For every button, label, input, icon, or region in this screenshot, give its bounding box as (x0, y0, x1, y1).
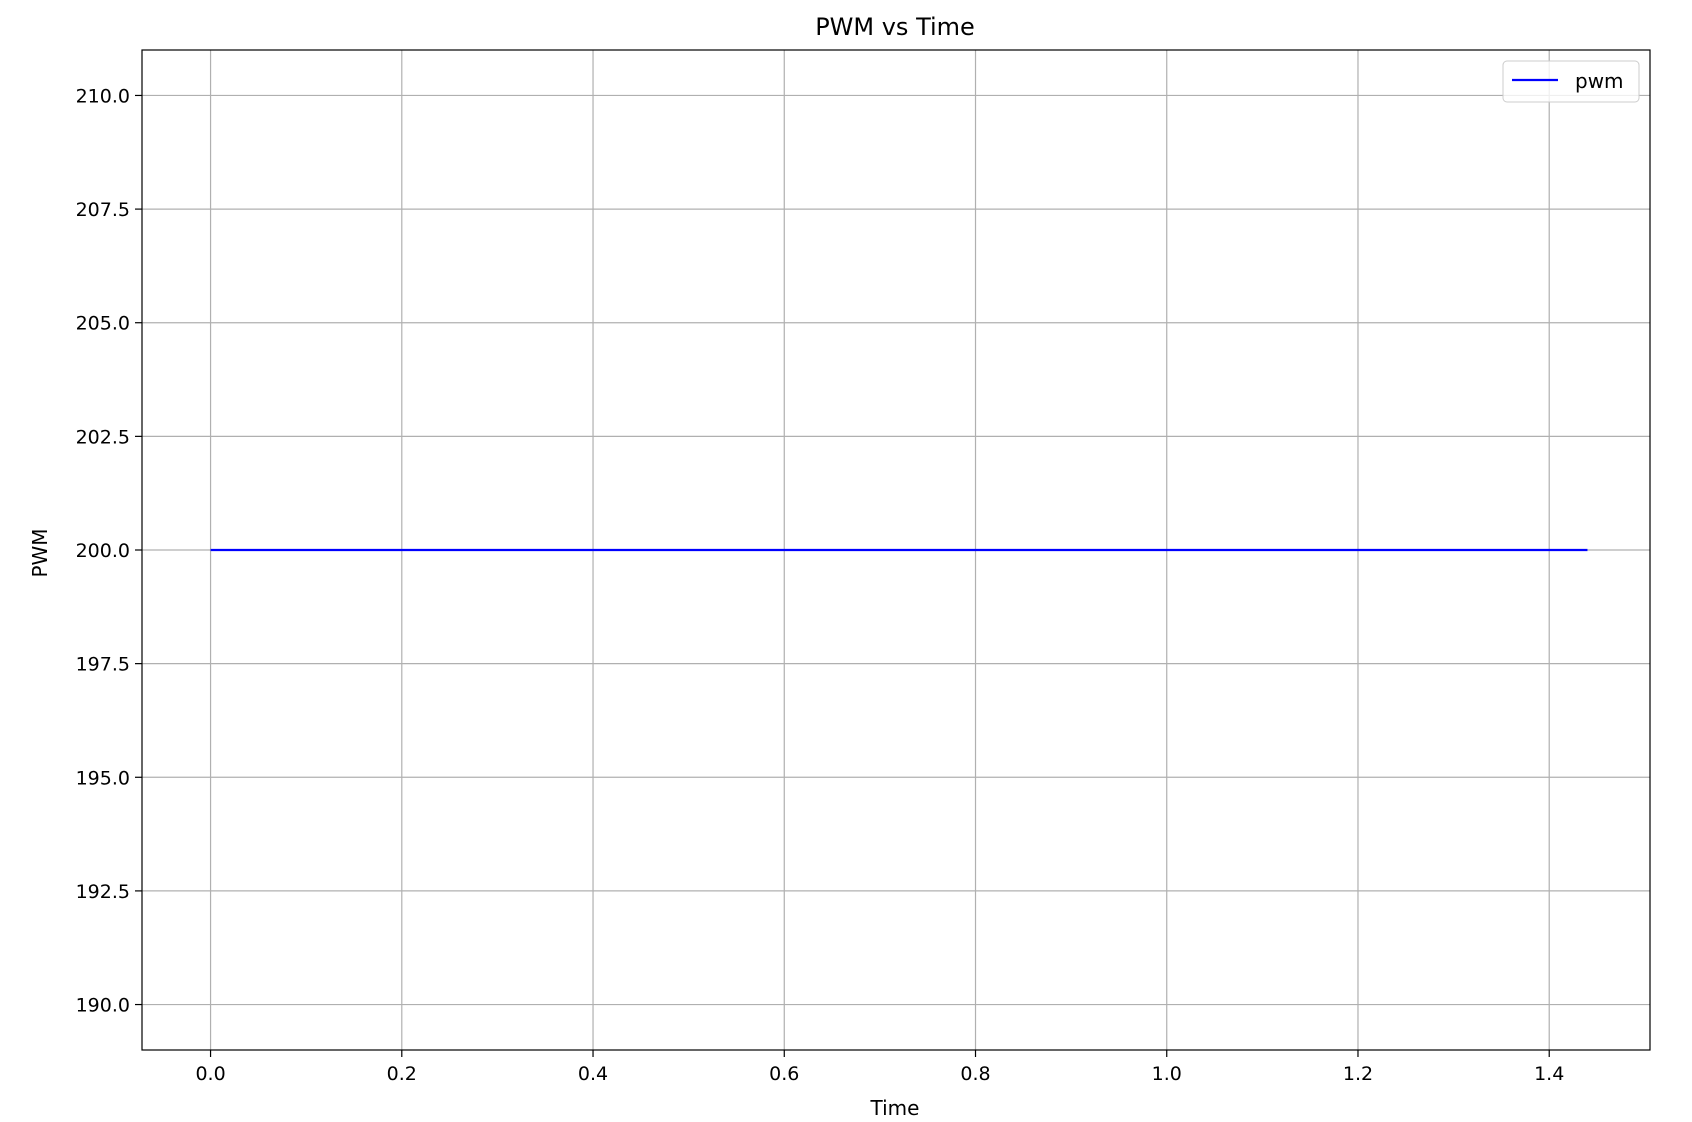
y-tick-label: 192.5 (76, 881, 130, 903)
y-tick-label: 207.5 (76, 199, 130, 221)
legend-label-pwm: pwm (1575, 69, 1624, 93)
y-tick-label: 202.5 (76, 426, 130, 448)
legend: pwm (1502, 60, 1640, 103)
y-tick-label: 205.0 (76, 313, 130, 335)
y-tick-label: 200.0 (76, 540, 130, 562)
chart-title: PWM vs Time (815, 13, 975, 41)
y-tick-label: 197.5 (76, 654, 130, 676)
x-tick-label: 1.4 (1534, 1063, 1564, 1085)
x-axis-label: Time (870, 1096, 920, 1120)
x-tick-label: 1.2 (1343, 1063, 1373, 1085)
x-tick-label: 0.4 (578, 1063, 608, 1085)
x-tick-label: 0.2 (387, 1063, 417, 1085)
x-tick-label: 0.8 (960, 1063, 990, 1085)
x-tick-label: 0.6 (769, 1063, 799, 1085)
y-tick-label: 210.0 (76, 85, 130, 107)
y-axis-ticks: 190.0 192.5 195.0 197.5 200.0 202.5 205.0 207.5… (76, 85, 142, 1017)
y-axis-label: PWM (28, 528, 52, 577)
legend-box (1502, 60, 1640, 103)
x-tick-label: 0.0 (195, 1063, 225, 1085)
x-tick-label: 1.0 (1152, 1063, 1182, 1085)
y-tick-label: 195.0 (76, 767, 130, 789)
x-axis-ticks: 0.0 0.2 0.4 0.6 0.8 1.0 1.2 1.4 (195, 1050, 1564, 1085)
y-tick-label: 190.0 (76, 995, 130, 1017)
